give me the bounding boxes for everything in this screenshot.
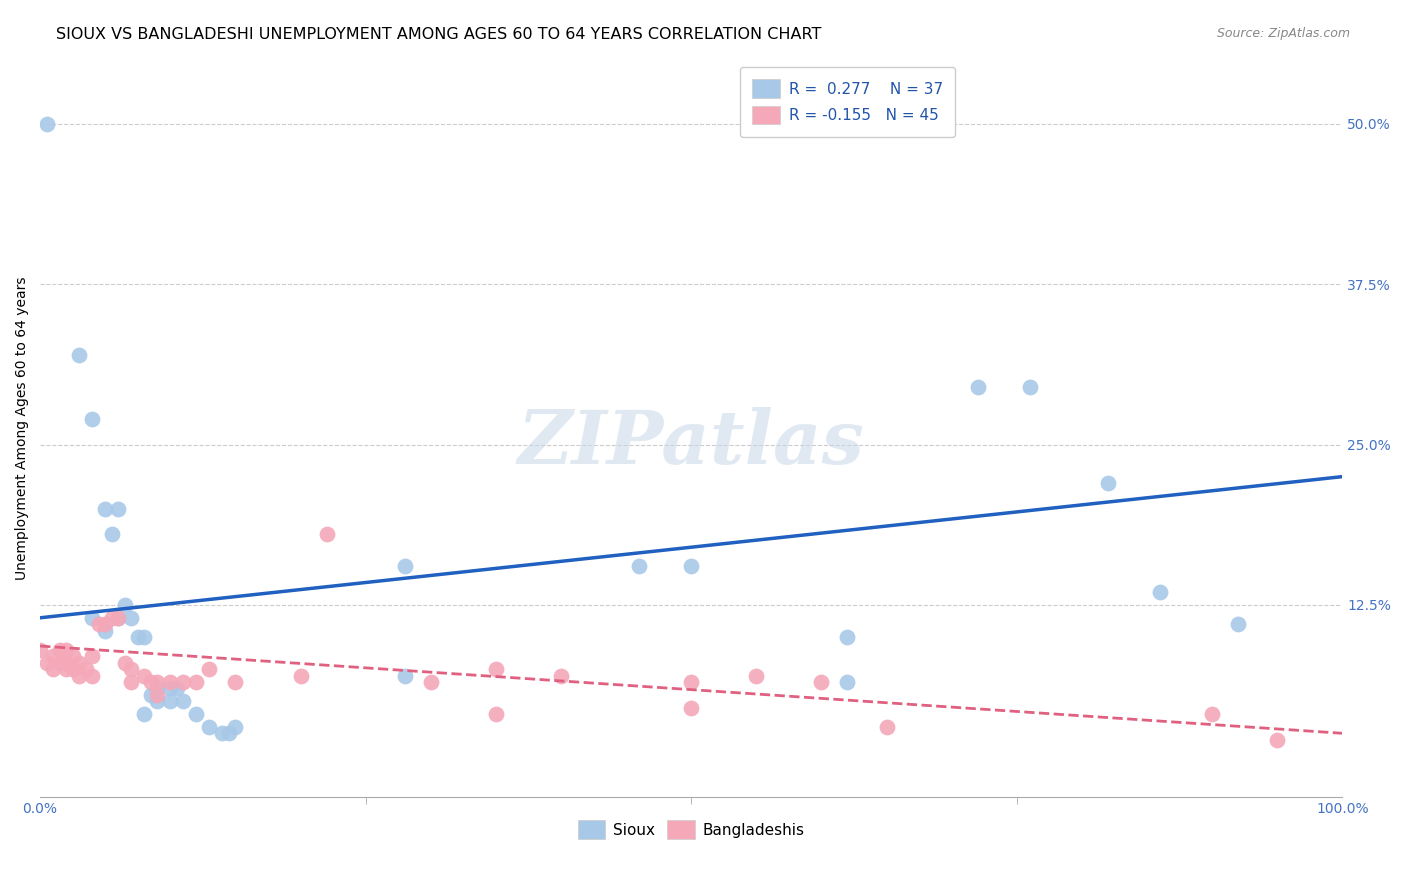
Point bbox=[120, 611, 142, 625]
Point bbox=[876, 720, 898, 734]
Point bbox=[198, 662, 221, 676]
Point bbox=[75, 662, 97, 676]
Point bbox=[198, 720, 221, 734]
Point bbox=[837, 675, 859, 690]
Point bbox=[146, 675, 169, 690]
Point bbox=[172, 694, 194, 708]
Point bbox=[745, 668, 768, 682]
Point bbox=[127, 630, 149, 644]
Point bbox=[35, 656, 58, 670]
Point bbox=[810, 675, 832, 690]
Point bbox=[100, 611, 122, 625]
Point bbox=[94, 617, 117, 632]
Point bbox=[628, 559, 651, 574]
Point bbox=[35, 117, 58, 131]
Text: SIOUX VS BANGLADESHI UNEMPLOYMENT AMONG AGES 60 TO 64 YEARS CORRELATION CHART: SIOUX VS BANGLADESHI UNEMPLOYMENT AMONG … bbox=[56, 27, 821, 42]
Point bbox=[1149, 585, 1171, 599]
Point bbox=[550, 668, 572, 682]
Point bbox=[55, 656, 77, 670]
Text: ZIPatlas: ZIPatlas bbox=[517, 407, 865, 480]
Point bbox=[394, 559, 416, 574]
Point bbox=[62, 649, 84, 664]
Point bbox=[1097, 476, 1119, 491]
Point bbox=[485, 662, 508, 676]
Point bbox=[120, 662, 142, 676]
Point bbox=[186, 675, 208, 690]
Point bbox=[82, 412, 104, 426]
Point bbox=[87, 617, 110, 632]
Point bbox=[146, 694, 169, 708]
Point bbox=[290, 668, 312, 682]
Point bbox=[966, 380, 988, 394]
Point bbox=[48, 643, 70, 657]
Y-axis label: Unemployment Among Ages 60 to 64 years: Unemployment Among Ages 60 to 64 years bbox=[15, 277, 30, 581]
Point bbox=[67, 348, 90, 362]
Point bbox=[107, 501, 129, 516]
Point bbox=[134, 706, 156, 721]
Point bbox=[485, 706, 508, 721]
Point bbox=[837, 630, 859, 644]
Point bbox=[55, 643, 77, 657]
Point bbox=[1018, 380, 1040, 394]
Point bbox=[166, 681, 188, 696]
Point bbox=[134, 668, 156, 682]
Point bbox=[172, 675, 194, 690]
Point bbox=[218, 726, 240, 740]
Point bbox=[114, 598, 136, 612]
Point bbox=[159, 675, 181, 690]
Point bbox=[62, 662, 84, 676]
Point bbox=[394, 668, 416, 682]
Point bbox=[82, 668, 104, 682]
Point bbox=[42, 649, 65, 664]
Point bbox=[48, 656, 70, 670]
Point bbox=[94, 624, 117, 638]
Point bbox=[107, 611, 129, 625]
Point bbox=[120, 675, 142, 690]
Point bbox=[1227, 617, 1250, 632]
Point bbox=[82, 611, 104, 625]
Point bbox=[224, 720, 246, 734]
Text: Source: ZipAtlas.com: Source: ZipAtlas.com bbox=[1216, 27, 1350, 40]
Point bbox=[186, 706, 208, 721]
Point bbox=[30, 643, 52, 657]
Point bbox=[681, 675, 703, 690]
Point bbox=[159, 694, 181, 708]
Point bbox=[139, 675, 162, 690]
Point bbox=[1265, 732, 1288, 747]
Point bbox=[419, 675, 441, 690]
Point bbox=[315, 527, 337, 541]
Legend: Sioux, Bangladeshis: Sioux, Bangladeshis bbox=[572, 814, 810, 845]
Point bbox=[67, 668, 90, 682]
Point bbox=[67, 656, 90, 670]
Point bbox=[139, 688, 162, 702]
Point bbox=[82, 649, 104, 664]
Point bbox=[681, 559, 703, 574]
Point bbox=[94, 501, 117, 516]
Point bbox=[681, 700, 703, 714]
Point bbox=[42, 662, 65, 676]
Point bbox=[159, 681, 181, 696]
Point bbox=[55, 662, 77, 676]
Point bbox=[146, 681, 169, 696]
Point bbox=[224, 675, 246, 690]
Point bbox=[211, 726, 233, 740]
Point bbox=[134, 630, 156, 644]
Point bbox=[114, 656, 136, 670]
Point bbox=[146, 688, 169, 702]
Point bbox=[100, 527, 122, 541]
Point bbox=[107, 611, 129, 625]
Point bbox=[1201, 706, 1223, 721]
